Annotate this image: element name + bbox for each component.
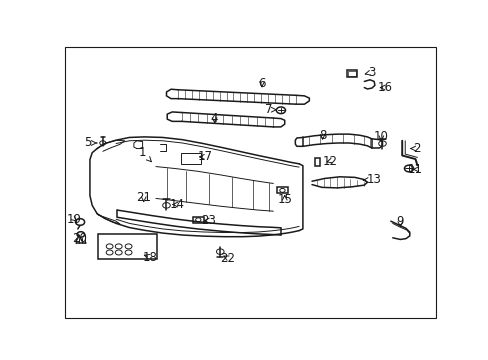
Text: 8: 8 bbox=[318, 129, 325, 142]
Text: 20: 20 bbox=[72, 232, 86, 245]
Text: 4: 4 bbox=[210, 112, 218, 125]
Text: 12: 12 bbox=[322, 154, 337, 167]
Text: 7: 7 bbox=[264, 103, 276, 116]
Bar bbox=[314, 158, 320, 166]
Text: 15: 15 bbox=[277, 193, 291, 206]
Bar bbox=[346, 70, 357, 77]
Text: 6: 6 bbox=[258, 77, 265, 90]
Text: 17: 17 bbox=[197, 150, 212, 163]
Bar bbox=[277, 187, 287, 193]
Bar bbox=[347, 71, 355, 76]
Text: 23: 23 bbox=[201, 214, 216, 227]
Bar bbox=[180, 153, 201, 164]
Bar bbox=[98, 234, 157, 260]
Text: 2: 2 bbox=[410, 142, 420, 155]
Text: 5: 5 bbox=[84, 136, 97, 149]
Text: 3: 3 bbox=[365, 66, 375, 79]
Text: 18: 18 bbox=[142, 251, 157, 264]
Bar bbox=[193, 217, 203, 223]
Text: 16: 16 bbox=[377, 81, 392, 94]
Text: 11: 11 bbox=[407, 163, 422, 176]
Text: 1: 1 bbox=[139, 146, 151, 162]
Text: 9: 9 bbox=[396, 216, 403, 229]
Text: 21: 21 bbox=[136, 192, 151, 204]
Text: 19: 19 bbox=[67, 213, 81, 226]
Text: 22: 22 bbox=[220, 252, 235, 265]
Text: 14: 14 bbox=[169, 198, 184, 211]
Text: 10: 10 bbox=[373, 130, 388, 143]
Text: 13: 13 bbox=[363, 173, 381, 186]
